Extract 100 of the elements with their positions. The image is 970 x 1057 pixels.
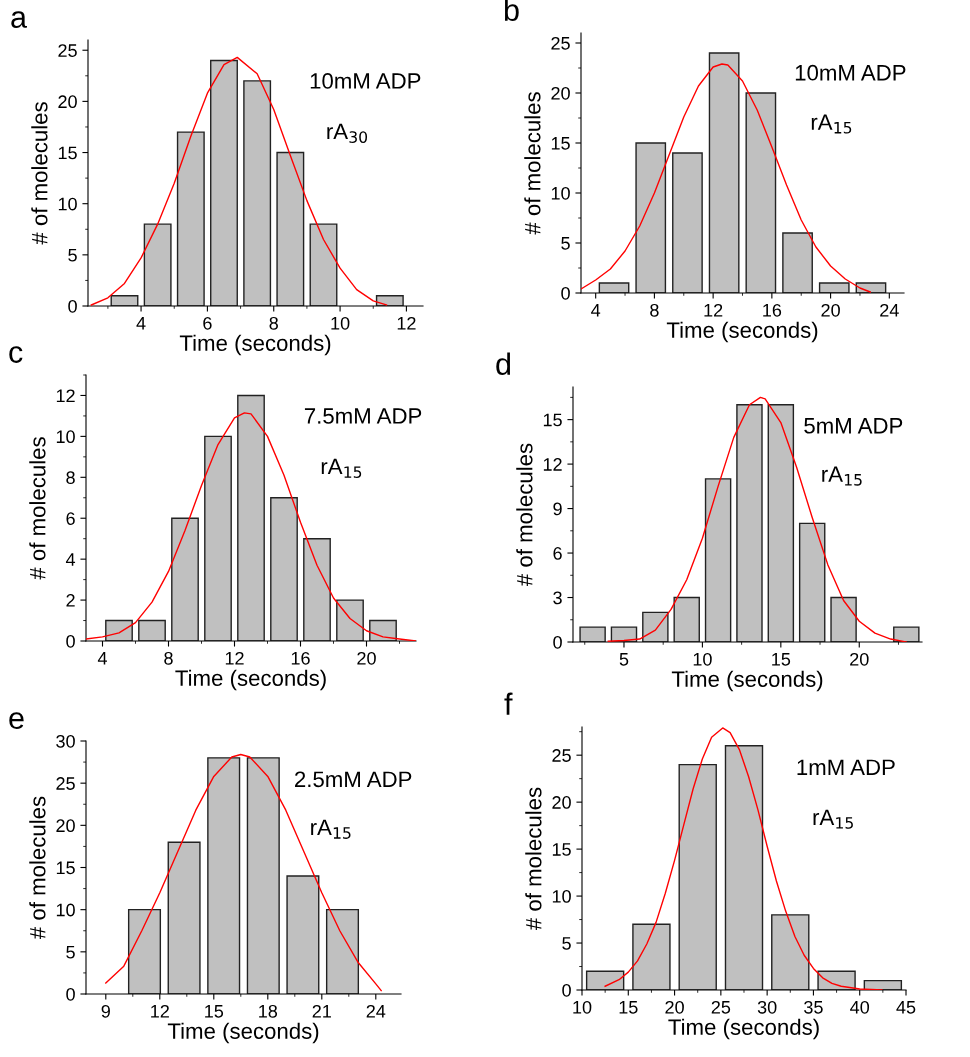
y-tick-label: 15 [552,843,571,856]
x-tick-label: 18 [259,1004,278,1018]
y-tick-label: 6 [66,512,75,525]
x-axis-title: Time (seconds) [671,670,823,692]
y-tick-label: 9 [553,502,562,516]
annotation: 2.5mM ADP [295,771,412,788]
annotation: 10mM ADP [795,64,906,81]
x-tick-label: 40 [850,1000,870,1014]
y-tick-label: 3 [553,591,562,605]
y-tick-label: 20 [56,819,75,833]
chart-title: d [496,352,511,375]
x-tick-label: 6 [203,316,212,330]
y-tick-label: 12 [56,389,75,402]
chart-title: a [11,11,27,28]
x-tick-label: 10 [573,1000,592,1014]
y-tick-label: 8 [66,471,75,485]
y-tick-label: 25 [56,777,75,790]
x-tick-label: 15 [205,1005,224,1018]
y-tick-label: 15 [551,137,570,150]
x-tick-label: 25 [711,1000,731,1014]
x-tick-label: 4 [136,317,146,330]
x-tick-label: 24 [366,1004,386,1018]
y-tick-label: 0 [562,983,571,997]
annotation: 10mM ADP [310,73,421,89]
x-tick-label: 20 [850,652,869,666]
x-tick-label: 35 [804,1000,823,1014]
x-tick-label: 9 [101,1004,110,1018]
y-tick-label: 15 [543,413,562,427]
x-axis-title: Time (seconds) [167,1022,319,1044]
y-tick-label: 25 [552,749,571,762]
x-tick-label: 8 [164,651,173,665]
chart-title: c [9,346,23,363]
x-tick-label: 10 [331,316,350,330]
y-tick-label: 15 [56,861,75,875]
y-tick-label: 15 [58,146,77,160]
y-tick-label: 10 [58,197,77,211]
x-axis-title: Time (seconds) [668,1018,819,1040]
annotation: 1mM ADP [797,759,895,775]
y-tick-label: 0 [66,634,75,648]
x-tick-label: 8 [650,303,659,317]
y-tick-label: 6 [553,546,562,560]
y-tick-label: 0 [553,635,562,649]
x-axis-title: Time (seconds) [666,321,818,343]
x-tick-label: 30 [757,1000,777,1014]
y-tick-label: 5 [561,237,570,250]
x-tick-label: 12 [397,316,416,330]
y-axis-title: # of molecules [525,787,542,931]
y-axis-title: # of molecules [31,102,48,245]
x-tick-label: 12 [225,651,244,665]
y-axis-title: # of molecules [29,437,46,580]
x-tick-label: 12 [704,303,723,317]
x-tick-label: 20 [357,651,376,665]
annotation: rA$_{15}$ [813,809,853,829]
y-tick-label: 0 [561,286,570,300]
chart-title: f [504,692,513,715]
annotation: rA$_{30}$ [327,123,368,143]
y-tick-label: 4 [65,553,76,566]
x-tick-label: 12 [151,1004,169,1018]
y-tick-label: 5 [68,248,77,262]
annotation: rA$_{15}$ [321,458,362,478]
x-tick-label: 15 [772,653,791,666]
y-tick-label: 25 [58,44,77,57]
y-tick-label: 20 [58,95,77,109]
x-tick-label: 45 [896,1001,916,1014]
x-tick-label: 8 [269,316,278,330]
y-tick-label: 20 [552,796,571,809]
x-tick-label: 16 [291,651,310,665]
y-tick-label: 0 [66,987,75,1001]
annotation: 7.5mM ADP [304,408,422,424]
y-tick-label: 10 [56,903,75,917]
chart-title: e [9,712,24,729]
y-tick-label: 12 [543,458,562,471]
x-tick-label: 20 [665,1000,684,1014]
y-tick-label: 10 [552,890,571,903]
y-tick-label: 30 [56,734,75,748]
y-tick-label: 2 [66,594,75,607]
y-tick-label: 25 [551,36,570,50]
x-tick-label: 24 [880,303,899,317]
x-tick-label: 15 [619,1001,638,1014]
annotation: rA$_{15}$ [311,819,351,839]
annotation: rA$_{15}$ [811,114,852,134]
y-tick-label: 10 [551,186,570,200]
y-tick-label: 5 [562,937,571,950]
x-tick-label: 10 [693,652,712,666]
y-axis-title: # of molecules [29,796,46,940]
y-axis-title: # of molecules [524,92,541,235]
y-tick-label: 5 [66,945,75,959]
annotation: 5mM ADP [804,418,903,434]
x-tick-label: 16 [763,303,782,317]
y-axis-title: # of molecules [516,443,533,587]
x-tick-label: 4 [97,652,107,665]
x-tick-label: 21 [312,1004,331,1018]
x-tick-label: 4 [591,304,601,317]
x-axis-title: Time (seconds) [175,669,326,691]
x-tick-label: 5 [619,653,629,666]
y-tick-label: 20 [551,86,570,100]
x-tick-label: 20 [821,303,840,317]
annotation: rA$_{15}$ [822,466,862,486]
y-tick-label: 10 [56,430,75,444]
y-tick-label: 0 [68,299,77,313]
